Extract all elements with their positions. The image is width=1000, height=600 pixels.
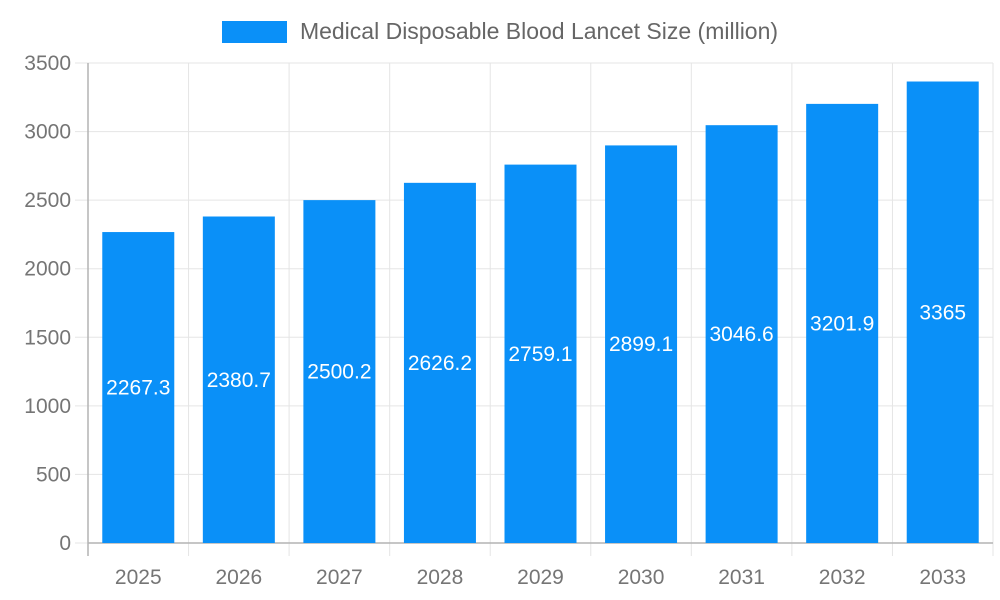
x-tick-label: 2027 <box>316 566 363 589</box>
bar-2031[interactable] <box>705 125 778 543</box>
bar-value-label: 2267.3 <box>106 377 170 400</box>
bar-value-label: 2380.7 <box>207 369 271 392</box>
x-tick-label: 2029 <box>517 566 564 589</box>
bar-2028[interactable] <box>403 182 476 543</box>
x-tick-label: 2031 <box>718 566 765 589</box>
y-tick-label: 1000 <box>24 395 71 418</box>
y-tick-label: 500 <box>36 463 71 486</box>
legend-item[interactable]: Medical Disposable Blood Lancet Size (mi… <box>221 18 779 45</box>
x-tick-label: 2032 <box>819 566 866 589</box>
bar-value-label: 3201.9 <box>810 312 874 335</box>
x-tick-label: 2030 <box>618 566 665 589</box>
bar-value-label: 2899.1 <box>609 333 673 356</box>
bar-value-label: 3365 <box>919 301 966 324</box>
legend: Medical Disposable Blood Lancet Size (mi… <box>0 18 1000 45</box>
x-tick-label: 2026 <box>215 566 262 589</box>
bar-2030[interactable] <box>605 145 678 543</box>
legend-color-swatch <box>221 20 287 43</box>
bar-2033[interactable] <box>906 81 979 543</box>
x-tick-label: 2025 <box>115 566 162 589</box>
legend-label: Medical Disposable Blood Lancet Size (mi… <box>299 18 779 44</box>
y-tick-label: 3500 <box>24 52 71 75</box>
bar-2027[interactable] <box>303 200 376 544</box>
y-tick-label: 2000 <box>24 258 71 281</box>
x-tick-label: 2033 <box>919 566 966 589</box>
y-tick-label: 2500 <box>24 189 71 212</box>
bar-2025[interactable] <box>102 232 175 543</box>
bar-2026[interactable] <box>202 216 275 543</box>
y-tick-label: 1500 <box>24 326 71 349</box>
y-tick-label: 0 <box>59 532 71 555</box>
bar-value-label: 2626.2 <box>408 352 472 375</box>
bar-2029[interactable] <box>504 164 577 544</box>
x-tick-label: 2028 <box>417 566 464 589</box>
bar-2032[interactable] <box>806 103 879 543</box>
bar-value-label: 2759.1 <box>508 343 572 366</box>
bar-value-label: 2500.2 <box>307 361 371 384</box>
bar-value-label: 3046.6 <box>709 323 773 346</box>
y-tick-label: 3000 <box>24 121 71 144</box>
